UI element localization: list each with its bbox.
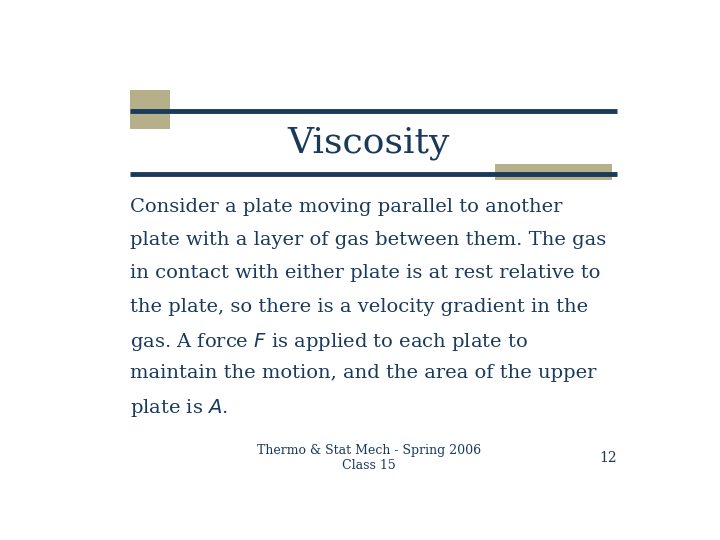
Bar <box>495 164 612 180</box>
Text: the plate, so there is a velocity gradient in the: the plate, so there is a velocity gradie… <box>130 298 588 316</box>
Text: gas. A force $F$ is applied to each plate to: gas. A force $F$ is applied to each plat… <box>130 331 528 353</box>
Text: 12: 12 <box>600 451 617 465</box>
Text: plate with a layer of gas between them. The gas: plate with a layer of gas between them. … <box>130 231 606 249</box>
Text: plate is $A$.: plate is $A$. <box>130 397 228 420</box>
Text: Consider a plate moving parallel to another: Consider a plate moving parallel to anot… <box>130 198 562 216</box>
Text: maintain the motion, and the area of the upper: maintain the motion, and the area of the… <box>130 364 597 382</box>
Text: Viscosity: Viscosity <box>288 126 450 160</box>
Bar <box>130 90 171 129</box>
Text: Thermo & Stat Mech - Spring 2006
Class 15: Thermo & Stat Mech - Spring 2006 Class 1… <box>257 444 481 472</box>
Text: in contact with either plate is at rest relative to: in contact with either plate is at rest … <box>130 265 600 282</box>
